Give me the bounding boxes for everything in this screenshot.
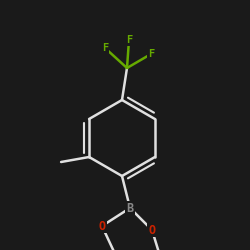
Text: F: F (148, 49, 154, 59)
Text: O: O (98, 220, 105, 232)
Text: F: F (102, 43, 108, 53)
Text: O: O (148, 224, 156, 236)
Text: F: F (126, 35, 132, 45)
Text: B: B (126, 202, 134, 214)
